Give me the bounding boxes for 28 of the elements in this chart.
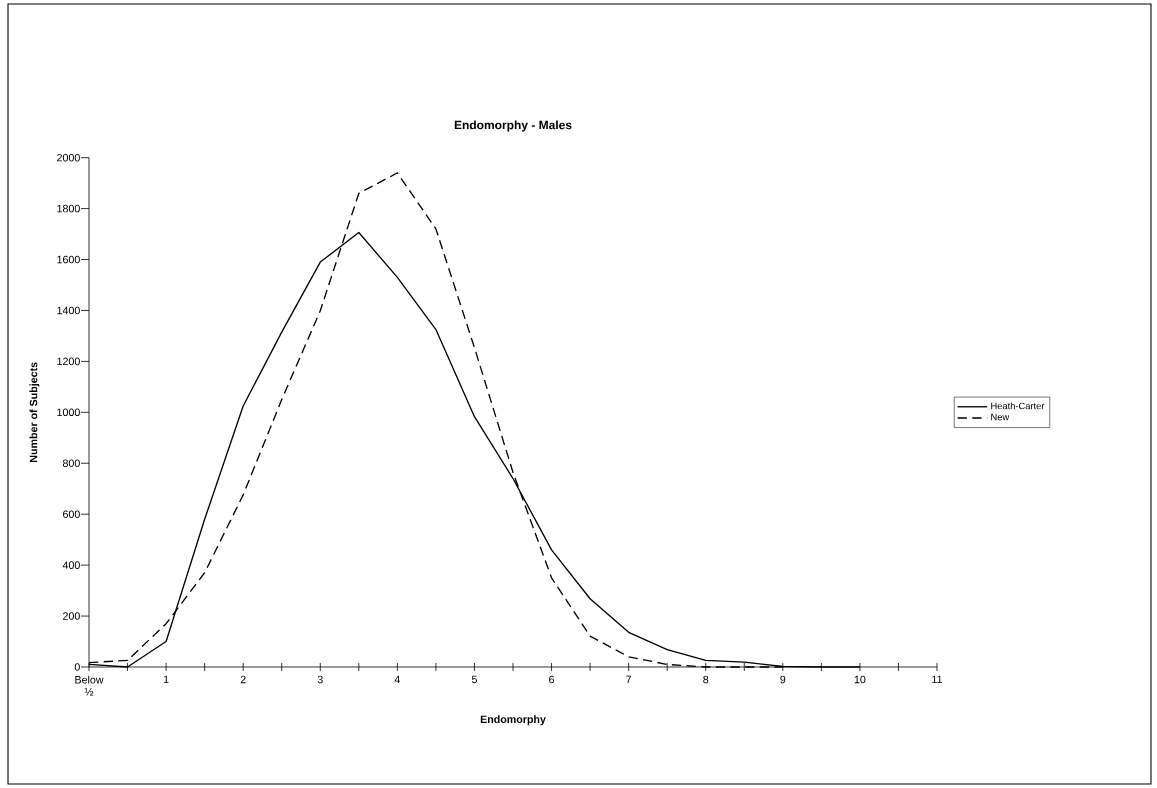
y-tick-label: 200 bbox=[63, 612, 80, 620]
y-tick-label: 0 bbox=[74, 663, 80, 671]
y-tick-label: 1200 bbox=[57, 357, 80, 366]
y-tick-label: 1800 bbox=[57, 204, 80, 213]
y-tick-label: 1000 bbox=[57, 408, 80, 417]
x-tick-label: 1 bbox=[163, 675, 169, 684]
legend-label: New bbox=[991, 413, 1010, 421]
x-tick-label: 6 bbox=[549, 675, 555, 684]
y-tick-label: 400 bbox=[62, 561, 80, 569]
x-tick-label: 10 bbox=[854, 675, 866, 684]
x-tick-label: 8 bbox=[703, 675, 709, 684]
x-tick-label: 7 bbox=[626, 675, 632, 684]
x-tick-label: 3 bbox=[317, 675, 323, 684]
chart-title: Endomorphy - Males bbox=[454, 120, 572, 132]
y-tick-label: 600 bbox=[63, 510, 80, 518]
x-tick-label: 11 bbox=[932, 675, 943, 684]
legend-label: Heath-Carter bbox=[991, 402, 1045, 410]
y-tick-label: 2000 bbox=[57, 153, 80, 162]
x-tick-label: 9 bbox=[780, 675, 786, 684]
x-tick-label: 4 bbox=[394, 675, 401, 684]
y-tick-label: 800 bbox=[62, 459, 80, 468]
x-axis-title: Endomorphy bbox=[480, 715, 546, 726]
x-tick-label: 2 bbox=[240, 675, 246, 684]
y-tick-label: 1400 bbox=[57, 306, 80, 315]
y-tick-label: 1600 bbox=[57, 255, 80, 264]
x-tick-label: Below ½ bbox=[75, 675, 104, 696]
y-axis-title: Number of Subjects bbox=[29, 362, 40, 462]
x-tick-label: 5 bbox=[471, 675, 477, 684]
